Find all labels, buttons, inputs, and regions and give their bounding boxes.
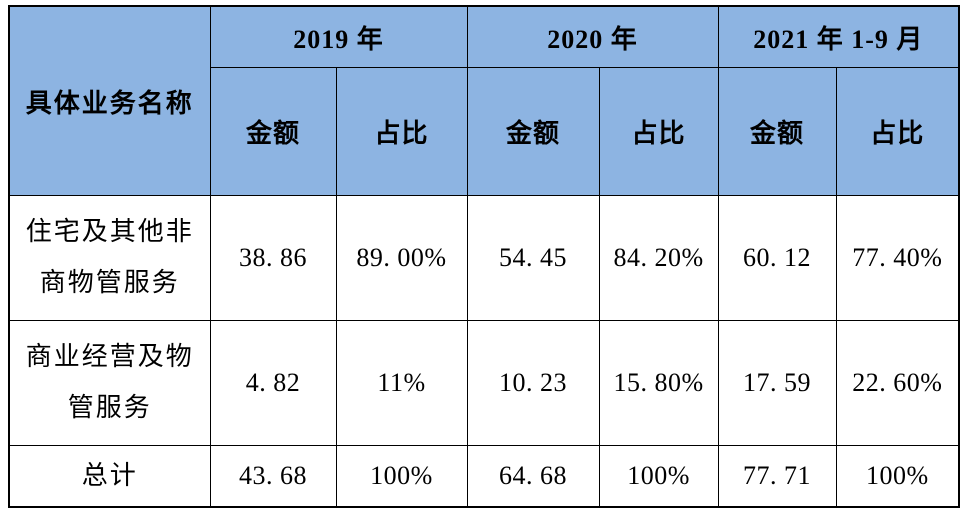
- header-cell-amount-2020: 金额: [466, 67, 600, 196]
- row-label-line: 总计: [81, 460, 138, 490]
- cell-2021-amount: 17. 59: [717, 320, 837, 446]
- cell-2021-share: 77. 40%: [835, 195, 960, 321]
- header-cell-year-2020: 2020 年: [466, 5, 719, 68]
- cell-2019-share: 11%: [335, 320, 468, 446]
- row-label-commercial: 商业经营及物 管服务: [8, 320, 211, 446]
- table-row-commercial: 商业经营及物 管服务 4. 82 11% 10. 23 15. 80% 17. …: [8, 320, 960, 446]
- header-cell-year-2019: 2019 年: [209, 5, 468, 68]
- cell-2019-share: 89. 00%: [335, 195, 468, 321]
- cell-2021-share: 22. 60%: [835, 320, 960, 446]
- row-label-line: 商物管服务: [39, 268, 180, 297]
- cell-2020-amount: 10. 23: [466, 320, 600, 446]
- row-label-residential: 住宅及其他非 商物管服务: [8, 195, 211, 321]
- cell-2021-amount: 77. 71: [717, 445, 837, 508]
- table-row-residential: 住宅及其他非 商物管服务 38. 86 89. 00% 54. 45 84. 2…: [8, 195, 960, 321]
- table-header: 具体业务名称 2019 年 2020 年 2021 年 1-9 月 金额 占比 …: [8, 5, 960, 196]
- row-label-line: 住宅及其他非: [25, 217, 194, 247]
- header-row-years: 具体业务名称 2019 年 2020 年 2021 年 1-9 月: [8, 5, 960, 196]
- table-row-total: 总计 43. 68 100% 64. 68 100% 77. 71 100%: [8, 445, 960, 508]
- row-label-total: 总计: [8, 445, 211, 508]
- header-row-metrics: 金额 占比 金额 占比 金额 占比: [9, 67, 960, 196]
- cell-2021-share: 100%: [835, 445, 960, 508]
- cell-2020-share: 100%: [598, 445, 719, 508]
- header-cell-share-2019: 占比: [335, 67, 468, 196]
- cell-2019-amount: 43. 68: [209, 445, 337, 508]
- table-body: 住宅及其他非 商物管服务 38. 86 89. 00% 54. 45 84. 2…: [8, 195, 960, 508]
- cell-2019-amount: 4. 82: [209, 320, 337, 446]
- business-breakdown-table-container: 具体业务名称 2019 年 2020 年 2021 年 1-9 月 金额 占比 …: [8, 5, 961, 508]
- header-cell-share-2020: 占比: [598, 67, 719, 196]
- row-label-line: 商业经营及物: [25, 342, 194, 372]
- cell-2020-amount: 54. 45: [466, 195, 600, 321]
- cell-2021-amount: 60. 12: [717, 195, 837, 321]
- cell-2020-share: 15. 80%: [598, 320, 719, 446]
- cell-2020-amount: 64. 68: [466, 445, 600, 508]
- cell-2019-amount: 38. 86: [209, 195, 337, 321]
- business-breakdown-table: 具体业务名称 2019 年 2020 年 2021 年 1-9 月 金额 占比 …: [8, 5, 961, 508]
- cell-2020-share: 84. 20%: [598, 195, 719, 321]
- header-cell-business-name: 具体业务名称: [8, 5, 211, 196]
- header-cell-share-2021: 占比: [835, 67, 960, 196]
- header-cell-amount-2019: 金额: [209, 67, 337, 196]
- cell-2019-share: 100%: [335, 445, 468, 508]
- header-cell-year-2021: 2021 年 1-9 月: [717, 5, 960, 68]
- header-cell-amount-2021: 金额: [717, 67, 837, 196]
- row-label-line: 管服务: [67, 393, 152, 422]
